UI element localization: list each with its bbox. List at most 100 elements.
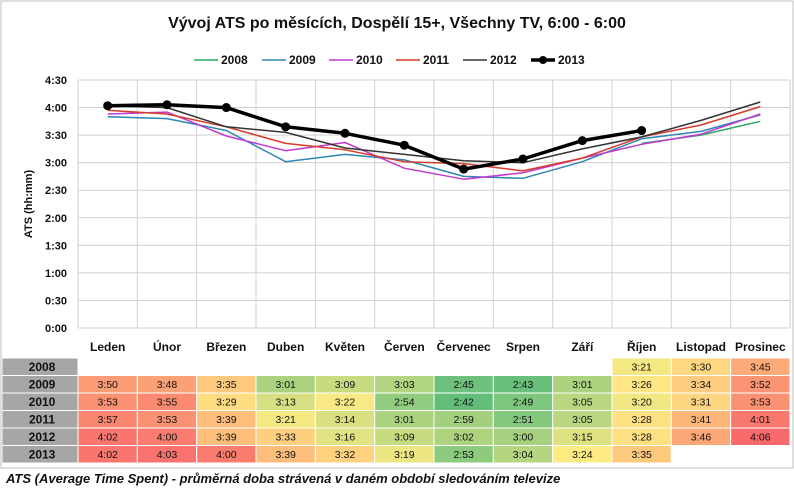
x-tick-label: Únor: [153, 339, 181, 354]
data-label: 2:54: [394, 397, 415, 409]
table-cell: [374, 357, 435, 376]
data-label: 3:28: [631, 414, 652, 426]
x-tick-label: Březen: [206, 340, 246, 354]
legend-label-2012: 2012: [490, 53, 517, 67]
x-tick-label: Říjen: [627, 339, 656, 354]
table-cell: [492, 357, 554, 376]
y-tick-label: 1:30: [45, 240, 67, 252]
data-label: 3:19: [394, 449, 415, 461]
data-label: 3:39: [275, 449, 296, 461]
data-label: 3:53: [97, 397, 118, 409]
data-label: 3:29: [216, 397, 237, 409]
data-label: 3:01: [394, 414, 415, 426]
series-line-2009: [107, 114, 761, 180]
data-label: 3:52: [750, 379, 771, 391]
data-label: 2:43: [513, 379, 534, 391]
data-label: 3:09: [394, 432, 415, 444]
data-point-2013: [518, 154, 528, 164]
y-tick-label: 4:00: [45, 103, 67, 115]
data-label: 3:34: [691, 379, 712, 391]
data-label: 3:48: [157, 379, 178, 391]
x-tick-label: Květen: [325, 340, 365, 354]
table-cell: [730, 445, 791, 464]
data-label: 3:02: [453, 432, 474, 444]
data-label: 3:01: [572, 379, 593, 391]
y-tick-label: 4:30: [45, 75, 67, 87]
data-label: 3:26: [631, 379, 652, 391]
data-label: 4:06: [750, 432, 771, 444]
data-label: 4:00: [216, 449, 237, 461]
data-label: 4:02: [97, 449, 118, 461]
legend-label-2009: 2009: [289, 53, 316, 67]
data-point-2013: [459, 164, 469, 174]
data-label: 3:00: [513, 432, 534, 444]
y-tick-label: 0:30: [45, 295, 67, 307]
data-label: 3:09: [335, 379, 356, 391]
data-point-2013: [340, 128, 350, 138]
data-label: 3:13: [275, 397, 296, 409]
table-row-header: 2008: [29, 360, 56, 374]
legend-marker-2013: [539, 56, 547, 64]
data-label: 3:57: [97, 414, 118, 426]
table-cell: [552, 357, 613, 376]
y-tick-label: 0:00: [45, 323, 67, 335]
y-tick-label: 2:30: [45, 185, 67, 197]
table-cell: [136, 357, 198, 376]
x-tick-label: Srpen: [506, 340, 540, 354]
data-label: 3:32: [335, 449, 356, 461]
y-tick-label: 2:00: [45, 213, 67, 225]
y-tick-label: 3:00: [45, 158, 67, 170]
data-point-2013: [399, 140, 409, 150]
data-label: 4:00: [157, 432, 178, 444]
data-label: 3:39: [216, 432, 237, 444]
table-cell: [196, 357, 257, 376]
data-label: 3:53: [750, 397, 771, 409]
x-tick-label: Duben: [267, 340, 304, 354]
data-label: 3:53: [157, 414, 178, 426]
x-tick-label: Listopad: [676, 340, 726, 354]
data-point-2013: [637, 126, 647, 136]
data-label: 2:45: [453, 379, 474, 391]
data-label: 3:28: [631, 432, 652, 444]
data-label: 3:55: [157, 397, 178, 409]
table-row-header: 2009: [29, 378, 56, 392]
legend-label-2008: 2008: [221, 53, 248, 67]
data-label: 2:49: [513, 397, 534, 409]
data-label: 3:22: [335, 397, 356, 409]
table-cell: [77, 357, 138, 376]
y-tick-label: 3:30: [45, 130, 67, 142]
table-row-header: 2010: [29, 395, 56, 409]
data-label: 3:24: [572, 449, 593, 461]
table-row-header: 2011: [29, 413, 55, 427]
data-label: 4:01: [750, 414, 771, 426]
table-cell: [255, 357, 316, 376]
data-label: 4:02: [97, 432, 118, 444]
data-label: 3:50: [97, 379, 118, 391]
data-label: 3:20: [631, 397, 652, 409]
data-point-2013: [162, 100, 172, 110]
x-tick-label: Září: [571, 340, 594, 354]
x-tick-label: Červen: [384, 339, 425, 354]
data-label: 3:35: [216, 379, 237, 391]
x-tick-label: Leden: [90, 340, 125, 354]
data-label: 3:14: [335, 414, 356, 426]
chart-title: Vývoj ATS po měsících, Dospělí 15+, Všec…: [168, 15, 626, 32]
data-label: 3:15: [572, 432, 593, 444]
data-label: 2:51: [513, 414, 534, 426]
data-label: 3:21: [275, 414, 296, 426]
data-label: 3:05: [572, 414, 593, 426]
legend-label-2013: 2013: [558, 53, 585, 67]
data-label: 3:04: [513, 449, 534, 461]
data-label: 3:41: [691, 414, 712, 426]
chart-caption: ATS (Average Time Spent) - průměrná doba…: [6, 471, 561, 486]
series-line-2013: [107, 103, 642, 171]
data-label: 3:33: [275, 432, 296, 444]
y-tick-label: 1:00: [45, 268, 67, 280]
x-tick-label: Červenec: [437, 339, 491, 354]
table-row-header: 2012: [29, 430, 56, 444]
table-row-header: 2013: [29, 448, 56, 462]
data-label: 3:35: [631, 449, 652, 461]
data-label: 3:03: [394, 379, 415, 391]
table-cell: [670, 445, 732, 464]
